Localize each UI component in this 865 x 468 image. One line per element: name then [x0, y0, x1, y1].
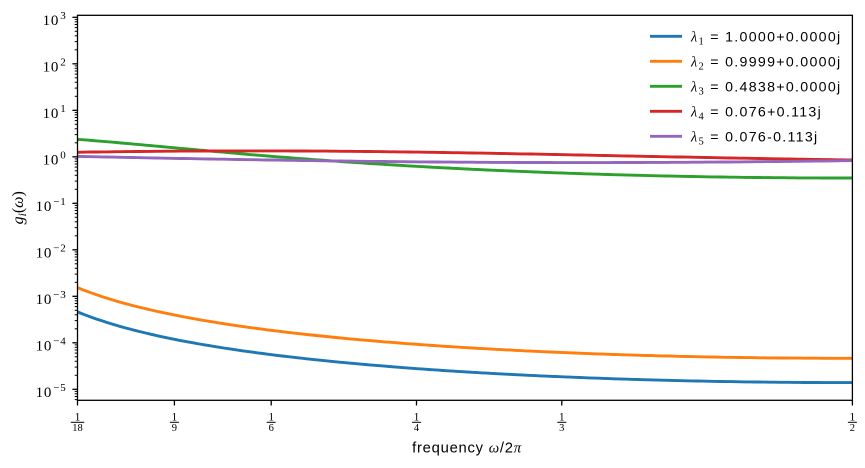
svg-text:18: 18 [72, 423, 83, 434]
svg-text:6: 6 [269, 423, 274, 434]
svg-text:1: 1 [172, 411, 178, 423]
svg-text:2: 2 [850, 423, 855, 434]
svg-text:1: 1 [268, 411, 274, 423]
svg-text:λ3 = 0.4838+0.0000j: λ3 = 0.4838+0.0000j [690, 80, 842, 98]
svg-text:1: 1 [850, 411, 856, 423]
svg-text:λ2 = 0.9999+0.0000j: λ2 = 0.9999+0.0000j [690, 55, 842, 73]
svg-text:frequency ω/2π: frequency ω/2π [412, 441, 522, 457]
svg-text:1: 1 [559, 411, 565, 423]
svg-text:gi(ω): gi(ω) [10, 191, 29, 224]
svg-text:4: 4 [414, 423, 420, 434]
svg-text:1: 1 [414, 411, 420, 423]
svg-text:λ5 = 0.076-0.113j: λ5 = 0.076-0.113j [690, 130, 819, 148]
svg-text:9: 9 [172, 423, 177, 434]
svg-text:λ1 = 1.0000+0.0000j: λ1 = 1.0000+0.0000j [690, 30, 842, 48]
svg-text:1: 1 [75, 411, 81, 423]
svg-text:λ4 = 0.076+0.113j: λ4 = 0.076+0.113j [690, 105, 822, 123]
svg-text:3: 3 [559, 423, 564, 434]
